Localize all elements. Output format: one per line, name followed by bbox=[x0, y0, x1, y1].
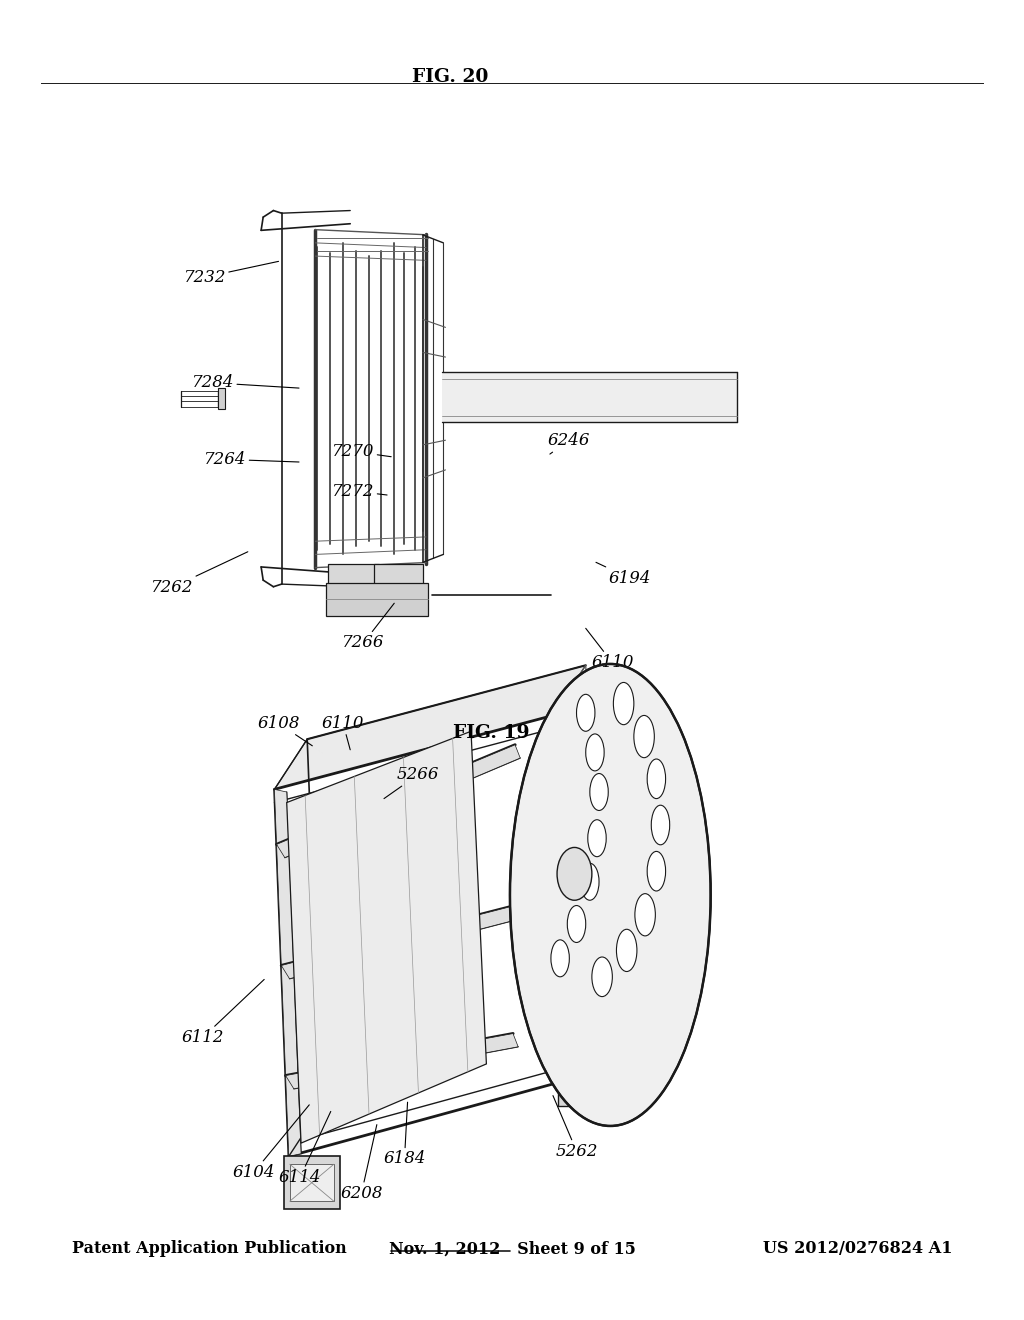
Ellipse shape bbox=[577, 694, 595, 731]
Text: FIG. 19: FIG. 19 bbox=[454, 723, 529, 742]
Text: 7270: 7270 bbox=[332, 444, 391, 459]
Text: 6112: 6112 bbox=[181, 979, 264, 1045]
Polygon shape bbox=[284, 1156, 340, 1209]
Ellipse shape bbox=[616, 929, 637, 972]
Text: 6114: 6114 bbox=[279, 1111, 331, 1185]
Polygon shape bbox=[218, 388, 225, 409]
Ellipse shape bbox=[510, 664, 711, 1126]
Ellipse shape bbox=[557, 847, 592, 900]
Polygon shape bbox=[274, 665, 586, 789]
Text: 7284: 7284 bbox=[191, 375, 299, 391]
Text: US 2012/0276824 A1: US 2012/0276824 A1 bbox=[763, 1241, 952, 1257]
Polygon shape bbox=[274, 789, 301, 1156]
Text: 6110: 6110 bbox=[322, 715, 365, 750]
Text: 6110: 6110 bbox=[586, 628, 634, 671]
Text: 7232: 7232 bbox=[183, 261, 279, 285]
Polygon shape bbox=[558, 1067, 599, 1106]
Polygon shape bbox=[290, 1164, 334, 1201]
Ellipse shape bbox=[586, 734, 604, 771]
Polygon shape bbox=[282, 906, 520, 978]
Polygon shape bbox=[442, 372, 737, 422]
Text: 5262: 5262 bbox=[553, 1096, 598, 1159]
Ellipse shape bbox=[651, 805, 670, 845]
Ellipse shape bbox=[635, 894, 655, 936]
Text: Nov. 1, 2012   Sheet 9 of 15: Nov. 1, 2012 Sheet 9 of 15 bbox=[388, 1241, 636, 1257]
Text: FIG. 20: FIG. 20 bbox=[413, 67, 488, 86]
Text: 6104: 6104 bbox=[232, 1105, 309, 1180]
Ellipse shape bbox=[551, 940, 569, 977]
Polygon shape bbox=[328, 564, 379, 587]
Ellipse shape bbox=[647, 759, 666, 799]
Text: 6246: 6246 bbox=[547, 433, 590, 454]
Ellipse shape bbox=[588, 820, 606, 857]
Polygon shape bbox=[287, 731, 486, 1143]
Polygon shape bbox=[326, 583, 428, 616]
Text: 5266: 5266 bbox=[384, 767, 439, 799]
Polygon shape bbox=[286, 1034, 518, 1089]
Text: 7262: 7262 bbox=[151, 552, 248, 595]
Text: 6184: 6184 bbox=[383, 1102, 426, 1167]
Ellipse shape bbox=[581, 863, 599, 900]
Text: 7272: 7272 bbox=[332, 483, 387, 499]
Polygon shape bbox=[374, 564, 423, 587]
Ellipse shape bbox=[613, 682, 634, 725]
Ellipse shape bbox=[647, 851, 666, 891]
Text: 6108: 6108 bbox=[257, 715, 312, 746]
Text: 7264: 7264 bbox=[204, 451, 299, 467]
Text: 5268: 5268 bbox=[514, 837, 557, 882]
Text: 7266: 7266 bbox=[342, 603, 394, 651]
Polygon shape bbox=[276, 744, 520, 858]
Ellipse shape bbox=[634, 715, 654, 758]
Ellipse shape bbox=[592, 957, 612, 997]
Text: 6208: 6208 bbox=[340, 1125, 383, 1201]
Ellipse shape bbox=[567, 906, 586, 942]
Text: 6194: 6194 bbox=[596, 562, 651, 586]
Ellipse shape bbox=[590, 774, 608, 810]
Text: Patent Application Publication: Patent Application Publication bbox=[72, 1241, 346, 1257]
